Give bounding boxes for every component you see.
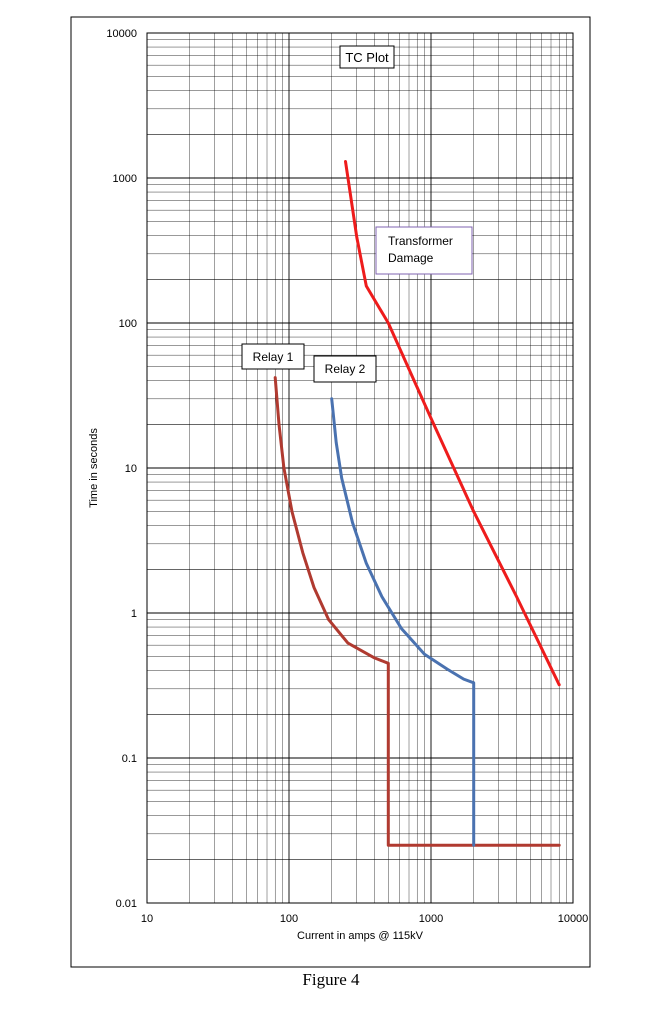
relay2-box — [313, 355, 377, 383]
relay1-label: Relay 1 — [253, 350, 294, 364]
transformer-damage-curve — [344, 160, 561, 687]
y-axis-label: Time in seconds — [88, 428, 100, 508]
x-tick-label: 10 — [141, 913, 153, 925]
y-tick-label: 1000 — [113, 173, 137, 185]
relay-1-curve — [273, 376, 561, 847]
relay-2-curve — [330, 397, 476, 847]
title-box — [339, 45, 395, 69]
relay2-label: Relay 2 — [325, 362, 366, 376]
x-tick-label: 100 — [280, 913, 298, 925]
relay1-box — [241, 343, 305, 370]
plot-area-border — [146, 32, 574, 904]
grid-lines — [147, 33, 573, 903]
y-tick-label: 10000 — [106, 28, 137, 40]
figure-caption: Figure 4 — [302, 970, 360, 989]
series-lines — [273, 160, 561, 847]
transformer-damage-box — [375, 226, 473, 275]
y-tick-label: 0.01 — [116, 898, 137, 910]
x-tick-label: 10000 — [558, 913, 589, 925]
tick-labels: 10 100 1000 10000 0.01 0.1 1 10 100 1000 10000 — [106, 28, 588, 925]
transformer-damage-label: Transformer Damage — [388, 234, 456, 265]
chart-title: TC Plot — [345, 50, 389, 65]
y-tick-label: 10 — [125, 463, 137, 475]
y-tick-label: 100 — [119, 318, 137, 330]
y-tick-label: 1 — [131, 608, 137, 620]
x-tick-label: 1000 — [419, 913, 443, 925]
y-tick-label: 0.1 — [122, 753, 137, 765]
figure-frame — [70, 16, 591, 968]
x-axis-label: Current in amps @ 115kV — [297, 930, 424, 942]
